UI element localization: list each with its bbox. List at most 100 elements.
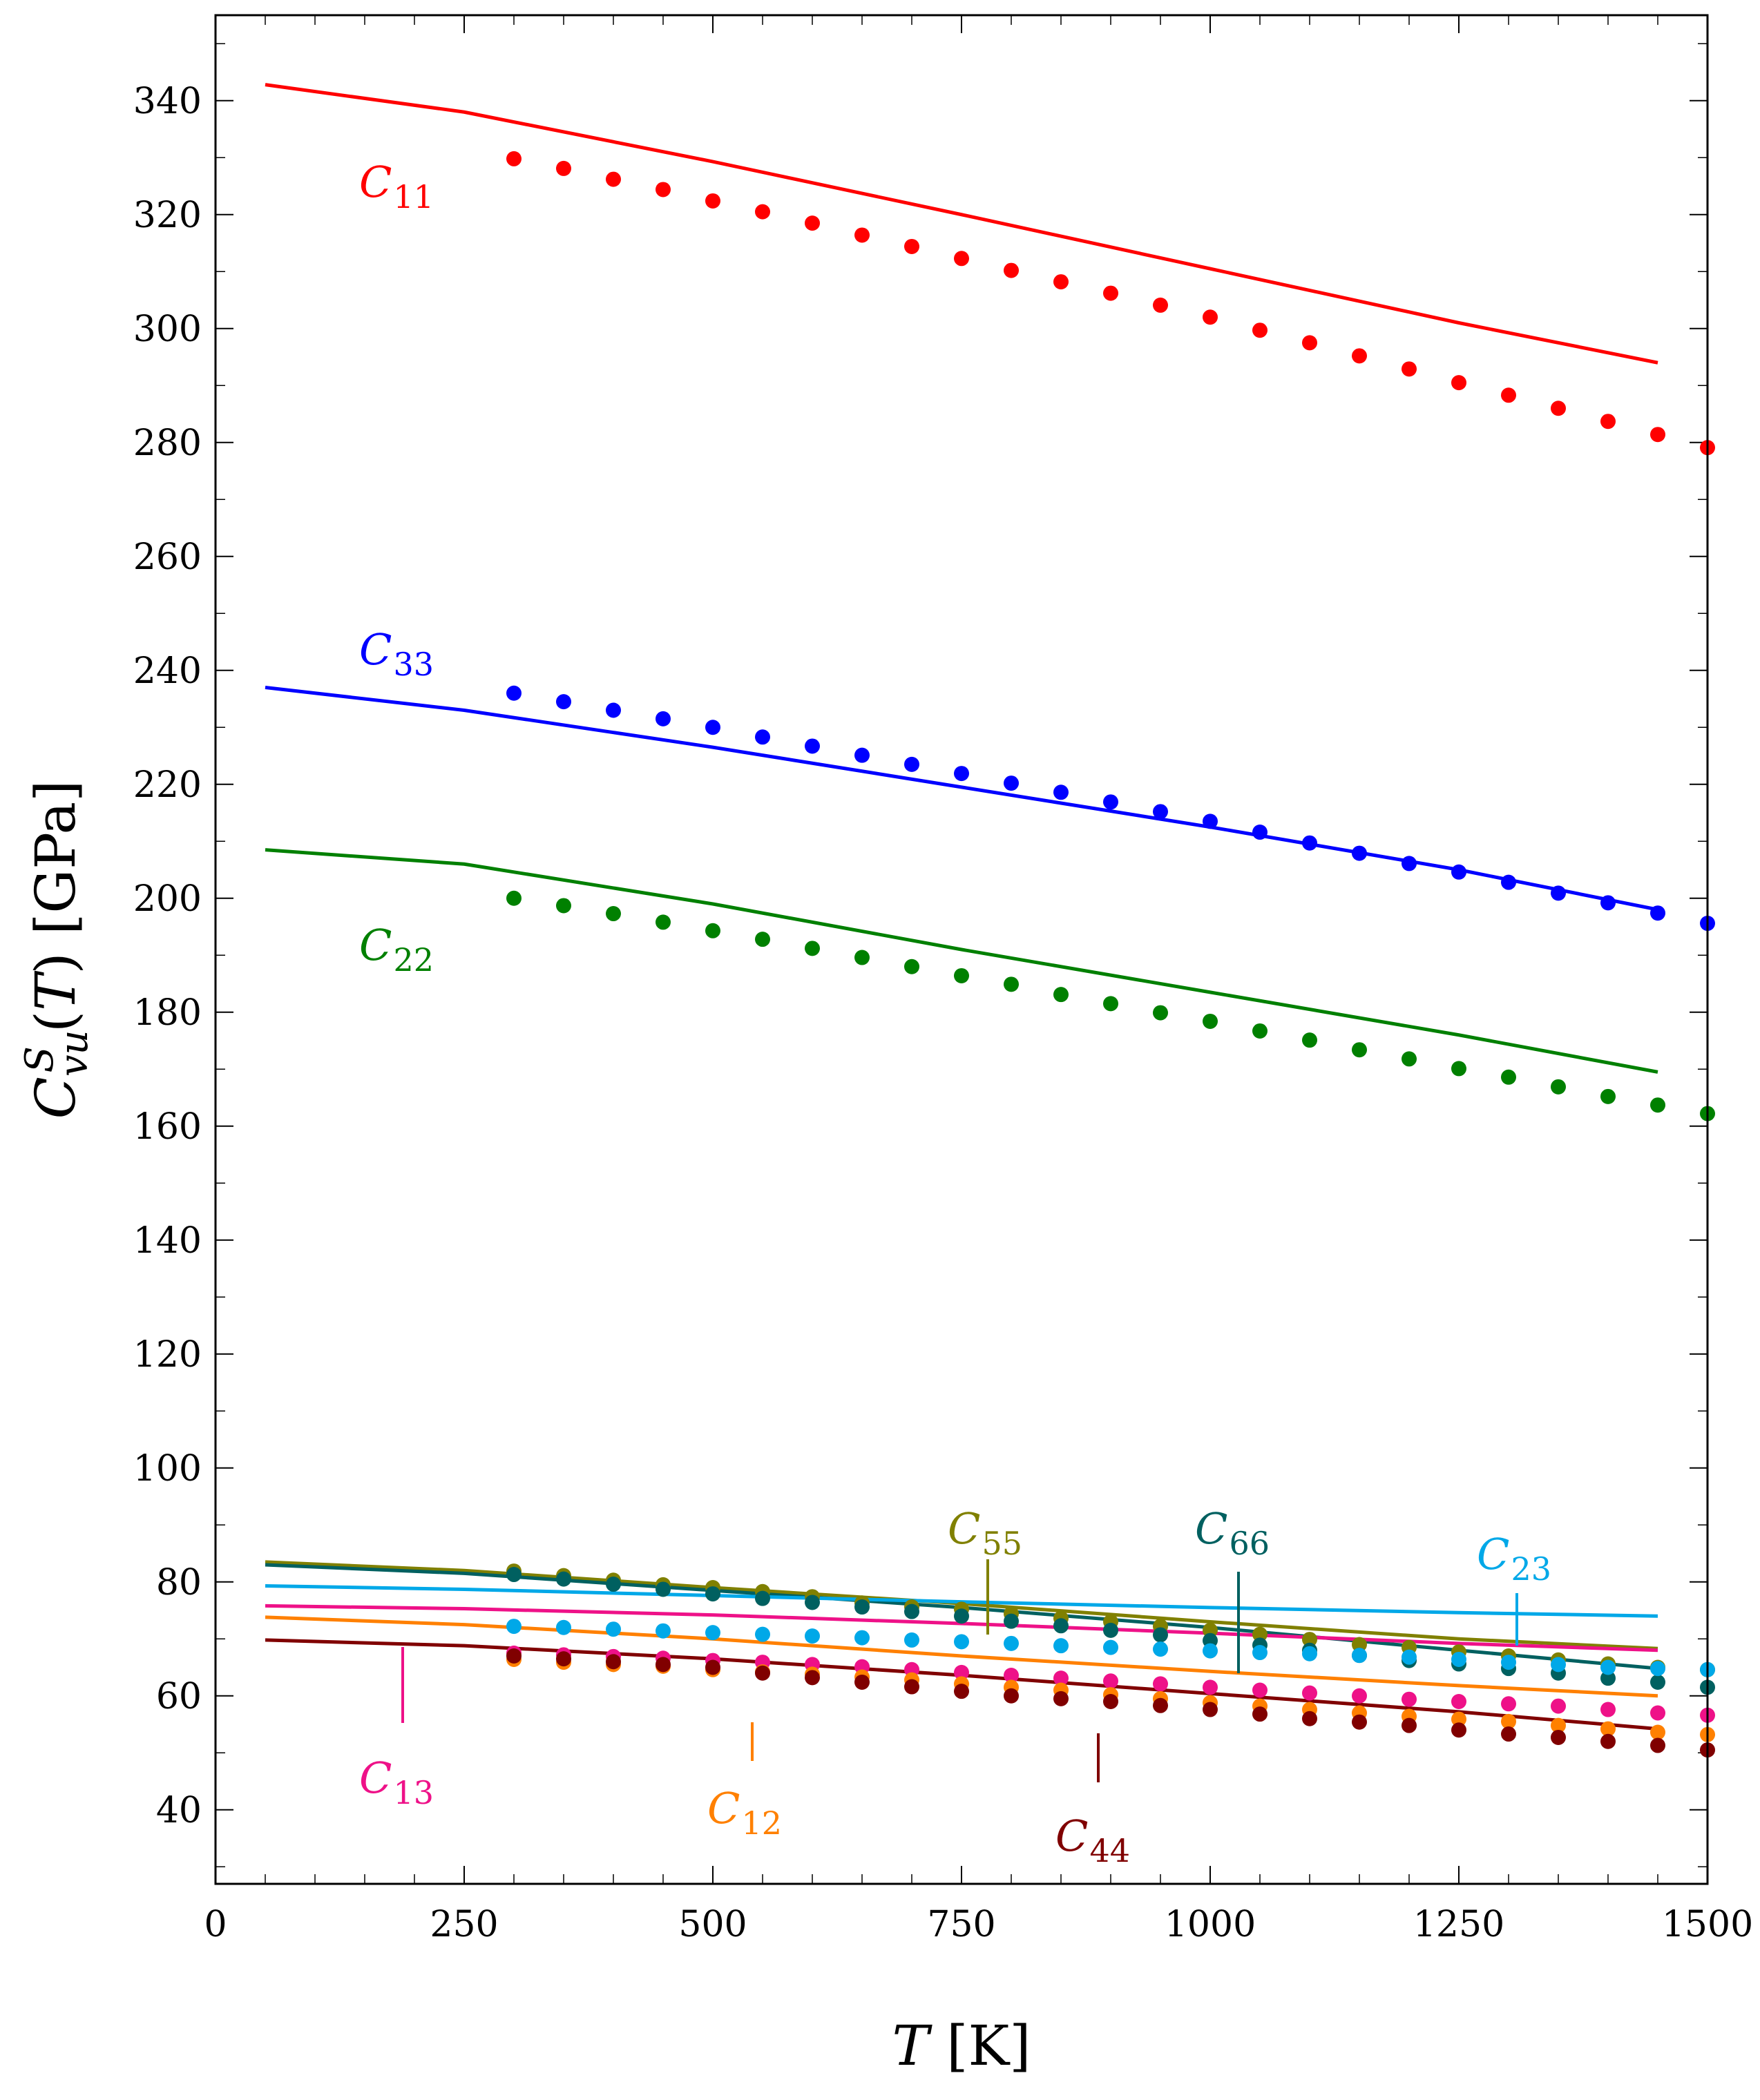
- data-point-c11-1150: [1352, 348, 1367, 364]
- data-point-c44-1050: [1252, 1706, 1268, 1722]
- data-point-c13-1250: [1451, 1694, 1466, 1709]
- data-point-c44-1350: [1551, 1729, 1566, 1745]
- data-point-c33-1050: [1252, 825, 1268, 840]
- data-point-c23-850: [1053, 1638, 1069, 1654]
- data-point-c22-1200: [1402, 1051, 1417, 1067]
- data-point-c12-1400: [1600, 1721, 1616, 1737]
- data-point-c44-650: [854, 1674, 870, 1690]
- data-point-c22-550: [755, 932, 770, 947]
- data-point-c12-1450: [1650, 1724, 1665, 1740]
- y-tick-label-220: 220: [133, 764, 202, 806]
- y-tick-label-260: 260: [133, 537, 202, 578]
- data-point-c33-1250: [1451, 864, 1466, 880]
- y-tick-label-200: 200: [133, 878, 202, 920]
- x-tick-label-0: 0: [204, 1904, 227, 1945]
- data-point-c55-1100: [1302, 1632, 1317, 1648]
- data-point-c22-300: [506, 890, 522, 906]
- data-point-c44-800: [1004, 1688, 1019, 1704]
- data-point-c23-1150: [1352, 1648, 1367, 1664]
- data-point-c22-1450: [1650, 1097, 1665, 1113]
- data-point-c23-1050: [1252, 1645, 1268, 1661]
- data-point-c13-1150: [1352, 1688, 1367, 1704]
- data-point-c44-350: [556, 1651, 571, 1667]
- y-tick-label-340: 340: [133, 81, 202, 122]
- y-axis-label: CvuS(T) [GPa]: [17, 780, 97, 1119]
- data-point-c23-1400: [1600, 1659, 1616, 1675]
- data-point-c33-350: [556, 694, 571, 710]
- y-tick-label-100: 100: [133, 1448, 202, 1490]
- data-point-c44-1150: [1352, 1714, 1367, 1730]
- data-point-c23-300: [506, 1619, 522, 1635]
- data-point-c66-1450: [1650, 1674, 1665, 1690]
- data-point-c55-1050: [1252, 1626, 1268, 1642]
- x-tick-label-750: 750: [927, 1904, 995, 1945]
- data-point-c23-1350: [1551, 1657, 1566, 1673]
- data-point-c33-1200: [1402, 856, 1417, 871]
- data-point-c22-1300: [1501, 1069, 1516, 1085]
- data-point-c22-650: [854, 950, 870, 965]
- data-point-c22-700: [904, 959, 919, 974]
- data-point-c11-1200: [1402, 361, 1417, 377]
- data-point-c33-1350: [1551, 885, 1566, 901]
- data-point-c11-950: [1153, 297, 1168, 313]
- data-point-c22-1000: [1203, 1013, 1218, 1029]
- series-label-c44: C44: [1055, 1811, 1130, 1869]
- data-point-c44-550: [755, 1665, 770, 1681]
- x-tick-label-1250: 1250: [1413, 1904, 1504, 1945]
- data-point-c66-750: [954, 1608, 969, 1624]
- data-point-c33-550: [755, 729, 770, 745]
- data-point-c33-400: [606, 702, 621, 718]
- data-point-c23-800: [1004, 1635, 1019, 1651]
- data-point-c22-500: [705, 923, 720, 938]
- y-tick-label-240: 240: [133, 651, 202, 692]
- data-point-c23-500: [705, 1625, 720, 1641]
- data-point-c66-800: [1004, 1613, 1019, 1629]
- data-point-c11-1250: [1451, 375, 1466, 391]
- data-point-c33-1400: [1600, 895, 1616, 911]
- data-point-c11-1450: [1650, 427, 1665, 443]
- data-point-c11-1400: [1600, 414, 1616, 430]
- data-point-c33-900: [1103, 794, 1118, 810]
- data-point-c22-800: [1004, 976, 1019, 992]
- data-point-c22-1100: [1302, 1032, 1317, 1048]
- data-point-c66-450: [656, 1581, 671, 1597]
- y-tick-label-40: 40: [156, 1790, 202, 1831]
- y-tick-label-280: 280: [133, 423, 202, 464]
- data-point-c13-950: [1153, 1676, 1168, 1692]
- data-point-c33-500: [705, 720, 720, 735]
- y-tick-label-120: 120: [133, 1334, 202, 1376]
- data-point-c13-1100: [1302, 1685, 1317, 1701]
- data-point-c33-650: [854, 747, 870, 763]
- data-point-c44-1100: [1302, 1711, 1317, 1726]
- x-axis-label: T [K]: [892, 2014, 1031, 2078]
- data-point-c66-600: [805, 1595, 820, 1610]
- data-point-c12-1300: [1501, 1713, 1516, 1729]
- data-point-c44-1250: [1451, 1722, 1466, 1738]
- data-point-c22-400: [606, 906, 621, 922]
- data-point-c11-450: [656, 182, 671, 198]
- labels-layer: C11 C33 C22 C55 C66 C23 C13 C12 C44: [359, 157, 1551, 1869]
- y-tick-label-160: 160: [133, 1106, 202, 1148]
- data-point-c66-1400: [1600, 1670, 1616, 1686]
- data-point-c11-650: [854, 227, 870, 243]
- y-tick-label-180: 180: [133, 992, 202, 1034]
- data-point-c11-1050: [1252, 322, 1268, 338]
- series-line-c11: [265, 83, 1658, 365]
- data-point-c11-400: [606, 171, 621, 187]
- data-point-c44-750: [954, 1684, 969, 1699]
- data-point-c33-1150: [1352, 845, 1367, 861]
- data-point-c33-750: [954, 766, 969, 782]
- x-tick-label-250: 250: [430, 1904, 498, 1945]
- data-point-c11-1300: [1501, 387, 1516, 403]
- data-point-c22-1150: [1352, 1042, 1367, 1058]
- ticks-layer: 0 250 500 750 1000 1250 1500 40 60 80 100 120 140 160…: [133, 15, 1753, 1945]
- data-point-c33-1300: [1501, 874, 1516, 890]
- data-point-c11-900: [1103, 285, 1118, 301]
- data-point-c11-1350: [1551, 401, 1566, 416]
- data-point-c13-900: [1103, 1673, 1118, 1689]
- data-point-c13-800: [1004, 1668, 1019, 1684]
- data-point-c22-950: [1153, 1005, 1168, 1021]
- data-point-c44-1200: [1402, 1717, 1417, 1733]
